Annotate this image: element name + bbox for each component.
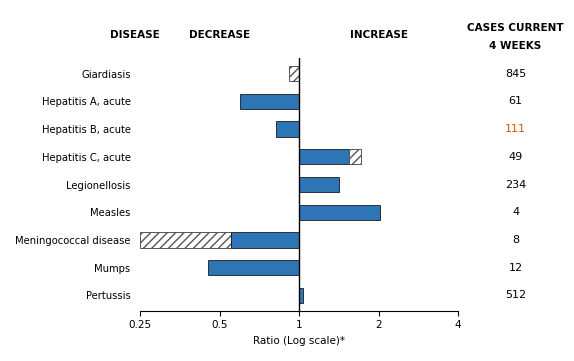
Text: INCREASE: INCREASE: [350, 30, 408, 40]
Text: 12: 12: [509, 263, 522, 273]
Bar: [289, 66, 299, 81]
Bar: [299, 149, 350, 164]
X-axis label: Ratio (Log scale)*: Ratio (Log scale)*: [253, 336, 345, 346]
Bar: [299, 205, 380, 220]
Text: 111: 111: [505, 124, 526, 134]
Bar: [350, 149, 362, 164]
Text: 512: 512: [505, 291, 526, 300]
Text: 4: 4: [512, 207, 519, 217]
Text: DISEASE: DISEASE: [110, 30, 160, 40]
Text: 49: 49: [509, 152, 523, 162]
Bar: [239, 94, 299, 109]
Bar: [140, 232, 231, 248]
Text: CASES CURRENT: CASES CURRENT: [467, 23, 564, 33]
Bar: [276, 121, 299, 137]
Bar: [299, 288, 302, 303]
Text: 61: 61: [509, 96, 522, 106]
Text: 8: 8: [512, 235, 519, 245]
Bar: [231, 232, 299, 248]
Text: 234: 234: [505, 179, 526, 190]
Text: 4 WEEKS: 4 WEEKS: [490, 41, 542, 51]
Bar: [299, 177, 339, 192]
Bar: [208, 260, 299, 275]
Text: 845: 845: [505, 69, 526, 79]
Text: DECREASE: DECREASE: [189, 30, 250, 40]
